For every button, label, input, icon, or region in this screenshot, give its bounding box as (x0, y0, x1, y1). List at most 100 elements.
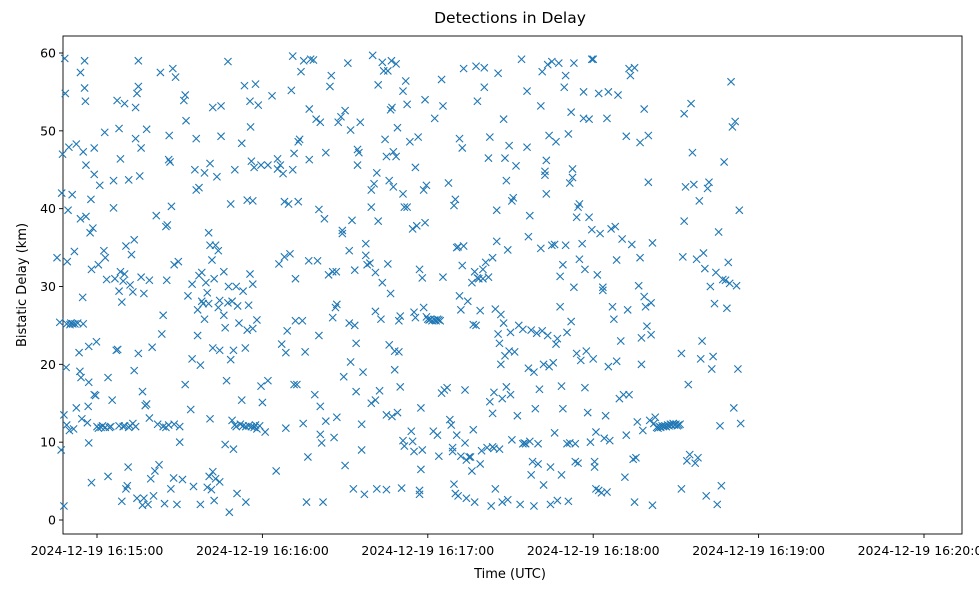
data-point (196, 500, 205, 509)
data-point (190, 165, 199, 174)
data-point (571, 439, 580, 448)
data-point (386, 105, 395, 114)
data-point (545, 131, 554, 140)
data-point (576, 356, 585, 365)
data-point (234, 319, 243, 328)
data-point (387, 56, 396, 65)
data-point (532, 329, 541, 338)
data-point (448, 443, 457, 452)
data-point (305, 105, 314, 114)
data-point (399, 87, 407, 96)
data-point (736, 419, 745, 428)
data-point (590, 463, 599, 472)
data-point (183, 291, 192, 300)
data-point (252, 315, 261, 324)
data-point (81, 212, 90, 221)
data-point (137, 273, 146, 282)
data-point (134, 82, 143, 91)
data-point (310, 390, 319, 399)
data-point (197, 268, 206, 277)
data-point (280, 252, 289, 261)
data-point (458, 143, 467, 152)
data-point (472, 321, 481, 330)
data-point (625, 390, 634, 399)
data-point (556, 272, 565, 281)
data-point (637, 360, 646, 369)
data-point (727, 77, 736, 86)
data-point (163, 221, 172, 230)
data-point (84, 342, 93, 351)
data-point (297, 67, 305, 76)
data-point (117, 497, 126, 506)
data-point (647, 330, 656, 339)
data-point (299, 56, 308, 65)
data-point (585, 115, 594, 124)
x-tick-label: 2024-12-19 16:17:00 (361, 543, 494, 558)
data-point (565, 178, 574, 187)
data-point (408, 224, 417, 233)
data-point (316, 402, 325, 411)
data-point (230, 165, 239, 174)
data-point (498, 498, 507, 507)
data-point (693, 453, 702, 462)
data-point (62, 363, 71, 372)
data-point (582, 347, 591, 356)
data-point (90, 170, 99, 179)
data-point (513, 411, 522, 420)
data-point (367, 203, 376, 212)
data-point (352, 339, 361, 348)
data-point (100, 128, 109, 137)
data-point (70, 247, 79, 256)
data-point (382, 410, 391, 419)
data-point (113, 345, 122, 354)
data-point (681, 182, 690, 191)
data-point (575, 255, 584, 264)
data-point (531, 404, 540, 413)
data-point (485, 397, 494, 406)
data-point (109, 203, 118, 212)
x-tick-label: 2024-12-19 16:19:00 (692, 543, 825, 558)
data-point (598, 286, 607, 295)
data-point (593, 270, 602, 279)
data-point (131, 103, 140, 112)
data-point (631, 453, 640, 462)
data-point (302, 498, 311, 507)
data-point (535, 385, 544, 394)
data-point (348, 216, 356, 225)
data-point (689, 180, 698, 189)
data-point (393, 123, 402, 132)
data-point (564, 497, 573, 506)
data-point (95, 181, 104, 190)
data-point (568, 164, 577, 173)
data-point (680, 109, 689, 118)
data-point (244, 301, 253, 310)
data-point (392, 59, 401, 68)
data-point (709, 352, 718, 361)
data-point (332, 413, 341, 422)
data-point (557, 470, 566, 479)
data-point (371, 396, 380, 405)
data-point (605, 436, 614, 445)
data-point (473, 97, 482, 106)
data-point (527, 326, 536, 335)
data-point (381, 135, 390, 144)
data-point (512, 161, 521, 170)
y-axis-label: Bistatic Delay (km) (15, 223, 30, 347)
data-point (717, 481, 726, 490)
data-point (281, 348, 290, 357)
data-point (80, 84, 89, 93)
data-point (360, 490, 369, 499)
data-point (487, 502, 496, 510)
data-point (203, 288, 212, 297)
data-point (459, 242, 468, 251)
data-point (437, 75, 446, 84)
data-point (84, 402, 93, 411)
data-point (542, 156, 551, 165)
data-point (94, 424, 103, 433)
data-point (336, 112, 345, 121)
data-point (371, 268, 380, 277)
data-point (139, 289, 148, 298)
data-point (700, 264, 709, 273)
data-point (195, 183, 203, 192)
data-point (197, 297, 206, 306)
